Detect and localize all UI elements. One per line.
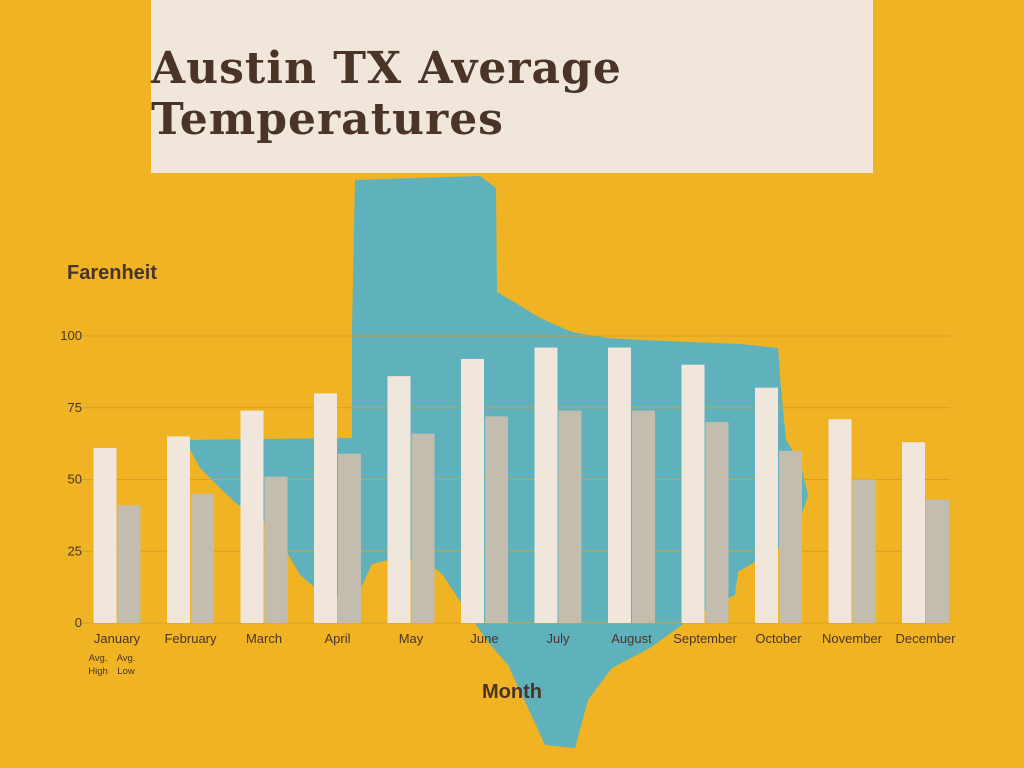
legend-label: High xyxy=(88,666,108,677)
x-tick-label: November xyxy=(822,631,883,646)
x-tick-label: June xyxy=(470,631,498,646)
y-tick-label: 25 xyxy=(68,543,82,558)
title-box: Austin TX Average Temperatures xyxy=(151,0,873,173)
avg-low-bar xyxy=(264,476,288,623)
avg-low-bar xyxy=(117,505,141,623)
avg-high-bar xyxy=(240,410,264,623)
avg-high-bar xyxy=(828,419,852,623)
avg-high-bar xyxy=(93,447,117,623)
avg-high-bar xyxy=(387,376,411,623)
avg-high-bar xyxy=(681,364,705,623)
avg-high-bar xyxy=(608,347,631,623)
y-tick-label: 50 xyxy=(68,472,82,487)
avg-high-bar xyxy=(314,393,337,623)
avg-low-bar xyxy=(926,499,949,623)
avg-low-bar xyxy=(558,410,582,623)
avg-high-bar xyxy=(755,387,778,623)
x-tick-label: October xyxy=(755,631,802,646)
avg-low-bar xyxy=(632,410,655,623)
x-tick-label: January xyxy=(94,631,141,646)
legend-label: Avg. xyxy=(89,653,108,664)
avg-high-bar xyxy=(461,358,484,623)
x-tick-label: March xyxy=(246,631,282,646)
x-tick-label: December xyxy=(896,631,957,646)
legend-label: Avg. xyxy=(117,653,136,664)
avg-high-bar xyxy=(167,436,190,623)
legend-label: Low xyxy=(117,666,135,677)
avg-low-bar xyxy=(411,433,435,623)
avg-high-bar xyxy=(534,347,558,623)
x-tick-label: July xyxy=(546,631,570,646)
chart-title: Austin TX Average Temperatures xyxy=(151,42,622,145)
avg-low-bar xyxy=(191,493,214,623)
x-tick-label: August xyxy=(611,631,652,646)
y-tick-label: 0 xyxy=(75,615,82,630)
avg-high-bar xyxy=(902,442,925,623)
x-tick-label: April xyxy=(324,631,350,646)
avg-low-bar xyxy=(705,422,729,623)
avg-low-bar xyxy=(852,479,876,623)
x-axis-title: Month xyxy=(482,681,542,703)
avg-low-bar xyxy=(485,416,508,623)
x-tick-label: May xyxy=(399,631,424,646)
x-tick-label: February xyxy=(164,631,217,646)
avg-low-bar xyxy=(779,450,802,623)
y-tick-label: 100 xyxy=(60,328,82,343)
y-tick-label: 75 xyxy=(68,400,82,415)
y-axis-title: Farenheit xyxy=(67,262,157,284)
x-tick-label: September xyxy=(673,631,737,646)
avg-low-bar xyxy=(338,453,361,623)
